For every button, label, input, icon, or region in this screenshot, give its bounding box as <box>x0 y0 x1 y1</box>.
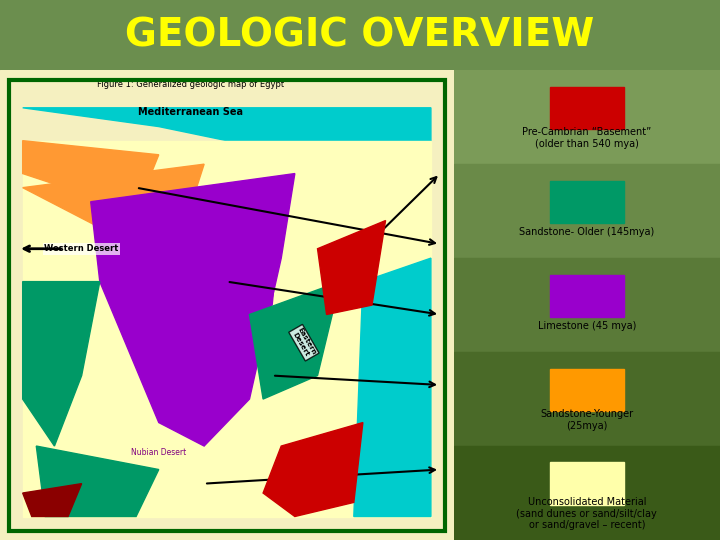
Bar <box>454 164 720 258</box>
Polygon shape <box>263 422 363 516</box>
Text: Mediterranean Sea: Mediterranean Sea <box>138 107 243 118</box>
Bar <box>549 180 624 223</box>
Polygon shape <box>318 220 386 314</box>
Text: Limestone (45 mya): Limestone (45 mya) <box>538 321 636 331</box>
Polygon shape <box>23 108 431 155</box>
Polygon shape <box>23 164 204 281</box>
Bar <box>454 70 720 164</box>
Bar <box>454 258 720 352</box>
Text: GEOLOGIC OVERVIEW: GEOLOGIC OVERVIEW <box>125 16 595 54</box>
Text: Sandstone-Younger
(25mya): Sandstone-Younger (25mya) <box>540 409 634 430</box>
Text: Pre-Cambrian “Basement”
(older than 540 mya): Pre-Cambrian “Basement” (older than 540 … <box>522 127 652 148</box>
Polygon shape <box>217 211 282 314</box>
Polygon shape <box>23 140 431 516</box>
Bar <box>549 86 624 129</box>
Polygon shape <box>250 281 341 399</box>
Polygon shape <box>91 173 295 446</box>
Polygon shape <box>23 484 81 516</box>
Polygon shape <box>354 258 431 516</box>
Bar <box>454 446 720 540</box>
Text: Nubian Desert: Nubian Desert <box>131 448 186 457</box>
Bar <box>549 274 624 317</box>
Bar <box>549 368 624 411</box>
Bar <box>454 352 720 446</box>
Polygon shape <box>23 281 100 446</box>
Text: Figure 1: Generalized geologic map of Egypt: Figure 1: Generalized geologic map of Eg… <box>97 80 284 89</box>
Text: Sandstone- Older (145mya): Sandstone- Older (145mya) <box>519 227 654 237</box>
Text: Eastern
Desert: Eastern Desert <box>291 326 317 359</box>
Polygon shape <box>36 446 158 516</box>
Polygon shape <box>23 140 158 211</box>
Bar <box>549 462 624 505</box>
Text: Western Desert: Western Desert <box>45 244 119 253</box>
Text: Unconsolidated Material
(sand dunes or sand/silt/clay
or sand/gravel – recent): Unconsolidated Material (sand dunes or s… <box>516 497 657 530</box>
